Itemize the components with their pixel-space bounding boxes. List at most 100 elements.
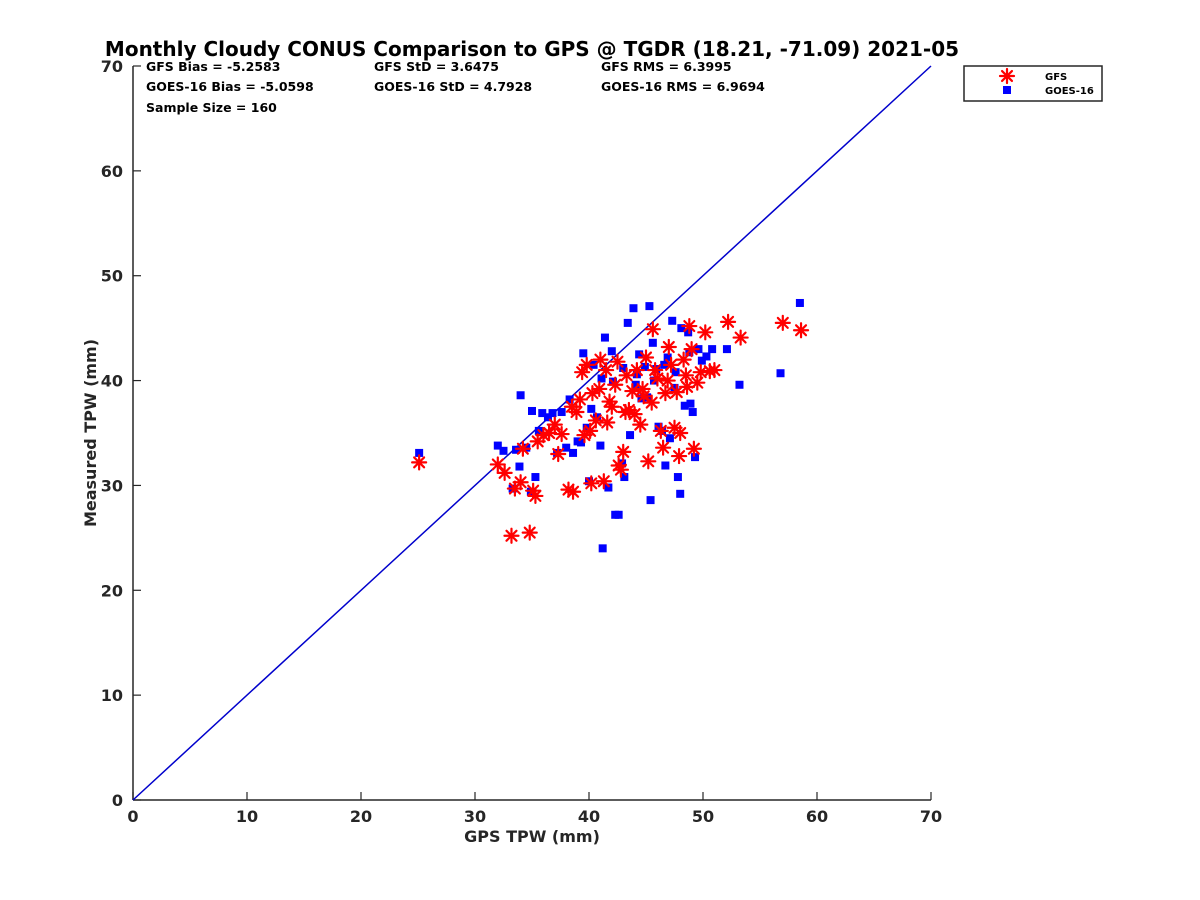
goes16-point (776, 369, 785, 378)
gfs-point (582, 422, 599, 440)
goes16-point (665, 434, 674, 443)
x-tick-label: 70 (920, 807, 942, 826)
gfs-point (677, 367, 695, 384)
gfs-point (599, 414, 616, 431)
gfs-point (527, 487, 544, 505)
y-tick-label: 20 (101, 581, 123, 600)
gfs-point (550, 445, 567, 463)
gfs-point (706, 361, 723, 379)
reference-line-group (132, 65, 932, 801)
x-tick-label: 60 (806, 807, 828, 826)
gfs-point (626, 406, 643, 423)
stat-text: GFS Bias = -5.2583 (146, 59, 280, 74)
gfs-point (672, 424, 689, 442)
gfs-point (615, 443, 632, 460)
gfs-point (719, 313, 737, 330)
goes16-point (557, 408, 566, 417)
goes16-point (795, 298, 804, 307)
gfs-point (640, 453, 657, 470)
y-tick-label: 30 (101, 476, 123, 495)
legend-box (963, 65, 1103, 102)
goes16-point (645, 302, 654, 311)
goes16-point (614, 510, 623, 519)
gfs-point (624, 382, 641, 400)
stat-text: GOES-16 StD = 4.7928 (374, 79, 532, 94)
goes16-point (600, 333, 609, 342)
goes16-point (680, 401, 689, 410)
goes16-point (592, 413, 601, 422)
gfs-point (503, 527, 520, 544)
gfs-point (668, 384, 685, 401)
gfs-point (660, 338, 677, 356)
goes16-point (587, 404, 596, 413)
goes16-point (697, 356, 706, 365)
gfs-point (774, 314, 791, 331)
goes16-point (691, 453, 700, 462)
gfs-point (592, 351, 609, 368)
stat-text: GOES-16 Bias = -5.0598 (146, 79, 314, 94)
goes16-point (722, 345, 731, 354)
gfs-point (634, 380, 651, 398)
goes16-point (673, 473, 682, 482)
legend-goes16-marker (1003, 86, 1011, 94)
gfs-point (411, 454, 428, 471)
data-points (411, 298, 810, 553)
goes16-point (538, 409, 547, 418)
gfs-point (603, 398, 620, 415)
goes16-point (598, 544, 607, 553)
gfs-point (675, 351, 692, 368)
goes16-point (671, 368, 680, 377)
series-gfs (411, 313, 810, 544)
gfs-point (591, 380, 608, 398)
gfs-point (512, 474, 529, 491)
gfs-point (564, 483, 582, 500)
goes16-point (623, 318, 632, 327)
goes16-point (577, 438, 586, 447)
x-tick-label: 20 (350, 807, 372, 826)
x-tick-label: 10 (236, 807, 258, 826)
goes16-point (620, 473, 629, 482)
goes16-point (629, 304, 638, 313)
gfs-point (489, 456, 506, 473)
gfs-point (637, 349, 655, 366)
y-tick-label: 70 (101, 57, 123, 76)
goes16-point (565, 395, 574, 404)
goes16-point (515, 462, 524, 471)
gfs-point (652, 422, 669, 440)
y-tick-label: 60 (101, 162, 123, 181)
goes16-point (661, 461, 670, 470)
goes16-point (415, 448, 424, 457)
legend: GFS GOES-16 (963, 65, 1103, 102)
goes16-point (686, 399, 695, 408)
y-tick-label: 40 (101, 372, 123, 391)
gfs-point (654, 439, 672, 456)
gfs-point (612, 461, 630, 478)
goes16-point (579, 349, 588, 358)
goes16-point (597, 374, 606, 383)
goes16-point (670, 383, 679, 392)
statistics-block: GFS Bias = -5.2583 GFS StD = 3.6475 GFS RM… (146, 59, 765, 115)
goes16-point (607, 347, 616, 356)
gfs-point (568, 403, 585, 421)
goes16-point (531, 473, 540, 482)
goes16-point (604, 483, 613, 492)
goes16-point (548, 409, 557, 418)
goes16-point (684, 328, 693, 337)
goes16-point (648, 338, 657, 347)
stat-text: GFS RMS = 6.3995 (601, 59, 732, 74)
stat-text: GOES-16 RMS = 6.9694 (601, 79, 765, 94)
x-tick-label: 0 (127, 807, 138, 826)
gfs-point (609, 353, 626, 370)
goes16-point (735, 380, 744, 389)
goes16-point (528, 406, 536, 415)
gfs-point (618, 367, 635, 384)
goes16-point (635, 350, 644, 359)
y-tick-label: 50 (101, 267, 123, 286)
y-tick-label: 10 (101, 686, 123, 705)
goes16-point (702, 352, 711, 361)
legend-gfs-marker (998, 67, 1016, 85)
goes16-point (569, 448, 578, 457)
gfs-point (597, 361, 615, 379)
gfs-point (578, 356, 595, 373)
